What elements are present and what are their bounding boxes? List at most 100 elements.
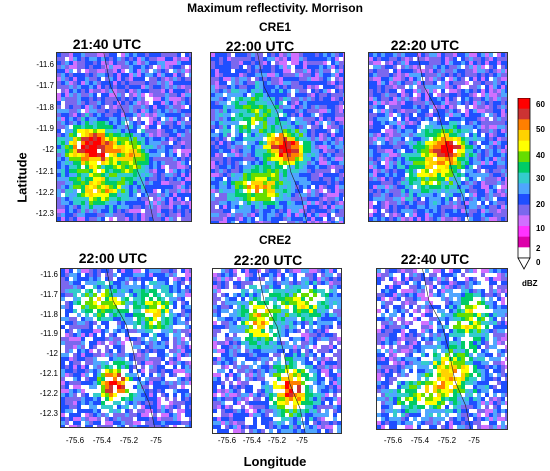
reflectivity-cell bbox=[437, 193, 441, 197]
reflectivity-cell bbox=[227, 209, 231, 213]
reflectivity-cell bbox=[97, 81, 101, 85]
reflectivity-cell bbox=[373, 117, 377, 121]
reflectivity-cell bbox=[85, 177, 89, 181]
reflectivity-cell bbox=[189, 201, 191, 205]
reflectivity-cell bbox=[105, 337, 109, 341]
reflectivity-cell bbox=[181, 205, 185, 209]
reflectivity-cell bbox=[185, 153, 189, 157]
reflectivity-cell bbox=[271, 125, 275, 129]
reflectivity-cell bbox=[339, 125, 343, 129]
reflectivity-cell bbox=[255, 145, 259, 149]
reflectivity-cell bbox=[125, 113, 129, 117]
reflectivity-cell bbox=[501, 141, 505, 145]
reflectivity-cell bbox=[283, 213, 287, 217]
reflectivity-cell bbox=[331, 141, 335, 145]
reflectivity-cell bbox=[173, 317, 177, 321]
reflectivity-cell bbox=[473, 181, 477, 185]
reflectivity-cell bbox=[65, 145, 69, 149]
reflectivity-cell bbox=[263, 181, 267, 185]
reflectivity-cell bbox=[319, 121, 323, 125]
reflectivity-cell bbox=[485, 121, 489, 125]
reflectivity-cell bbox=[469, 193, 473, 197]
reflectivity-cell bbox=[311, 169, 315, 173]
reflectivity-cell bbox=[485, 73, 489, 77]
reflectivity-cell bbox=[429, 177, 433, 181]
reflectivity-cell bbox=[105, 329, 109, 333]
reflectivity-cell bbox=[477, 161, 481, 165]
reflectivity-cell bbox=[141, 301, 145, 305]
reflectivity-cell bbox=[307, 221, 311, 223]
reflectivity-cell bbox=[401, 81, 405, 85]
reflectivity-cell bbox=[173, 337, 177, 341]
reflectivity-cell bbox=[393, 53, 397, 57]
reflectivity-cell bbox=[177, 285, 181, 289]
reflectivity-cell bbox=[259, 169, 263, 173]
reflectivity-cell bbox=[323, 125, 327, 129]
reflectivity-cell bbox=[409, 189, 413, 193]
reflectivity-cell bbox=[319, 61, 323, 65]
reflectivity-cell bbox=[215, 129, 219, 133]
reflectivity-cell bbox=[243, 141, 247, 145]
reflectivity-cell bbox=[473, 137, 477, 141]
reflectivity-cell bbox=[433, 157, 437, 161]
reflectivity-cell bbox=[389, 149, 393, 153]
reflectivity-cell bbox=[393, 217, 397, 221]
reflectivity-cell bbox=[327, 109, 331, 113]
reflectivity-cell bbox=[437, 201, 441, 205]
reflectivity-cell bbox=[129, 61, 133, 65]
reflectivity-cell bbox=[405, 141, 409, 145]
reflectivity-cell bbox=[133, 325, 137, 329]
reflectivity-cell bbox=[141, 281, 145, 285]
reflectivity-cell bbox=[81, 101, 85, 105]
reflectivity-cell bbox=[335, 89, 339, 93]
reflectivity-cell bbox=[177, 113, 181, 117]
reflectivity-cell bbox=[461, 85, 465, 89]
reflectivity-cell bbox=[227, 201, 231, 205]
reflectivity-cell bbox=[211, 165, 215, 169]
reflectivity-cell bbox=[69, 117, 73, 121]
reflectivity-cell bbox=[121, 121, 125, 125]
reflectivity-cell bbox=[61, 185, 65, 189]
reflectivity-cell bbox=[69, 269, 73, 273]
reflectivity-cell bbox=[73, 101, 77, 105]
reflectivity-cell bbox=[445, 117, 449, 121]
reflectivity-cell bbox=[485, 161, 489, 165]
reflectivity-cell bbox=[173, 313, 177, 317]
reflectivity-cell bbox=[69, 313, 73, 317]
reflectivity-cell bbox=[129, 157, 133, 161]
reflectivity-cell bbox=[421, 153, 425, 157]
reflectivity-cell bbox=[473, 57, 477, 61]
reflectivity-cell bbox=[81, 217, 85, 221]
reflectivity-cell bbox=[283, 145, 287, 149]
reflectivity-cell bbox=[101, 149, 105, 153]
reflectivity-cell bbox=[109, 293, 113, 297]
reflectivity-cell bbox=[433, 217, 437, 221]
reflectivity-cell bbox=[259, 193, 263, 197]
reflectivity-cell bbox=[311, 197, 315, 201]
reflectivity-cell bbox=[81, 141, 85, 145]
reflectivity-cell bbox=[307, 85, 311, 89]
reflectivity-cell bbox=[153, 285, 157, 289]
reflectivity-cell bbox=[77, 337, 81, 341]
reflectivity-cell bbox=[489, 173, 493, 177]
reflectivity-cell bbox=[211, 117, 215, 121]
reflectivity-cell bbox=[291, 133, 295, 137]
reflectivity-cell bbox=[377, 133, 381, 137]
reflectivity-cell bbox=[401, 193, 405, 197]
reflectivity-cell bbox=[381, 169, 385, 173]
reflectivity-cell bbox=[377, 189, 381, 193]
reflectivity-cell bbox=[279, 181, 283, 185]
reflectivity-cell bbox=[335, 53, 339, 57]
reflectivity-cell bbox=[397, 141, 401, 145]
reflectivity-cell bbox=[327, 201, 331, 205]
reflectivity-cell bbox=[485, 105, 489, 109]
reflectivity-cell bbox=[437, 109, 441, 113]
reflectivity-cell bbox=[109, 105, 113, 109]
reflectivity-cell bbox=[137, 177, 141, 181]
reflectivity-cell bbox=[413, 197, 417, 201]
reflectivity-cell bbox=[227, 61, 231, 65]
reflectivity-cell bbox=[161, 165, 165, 169]
reflectivity-cell bbox=[377, 81, 381, 85]
reflectivity-cell bbox=[393, 101, 397, 105]
reflectivity-cell bbox=[307, 117, 311, 121]
